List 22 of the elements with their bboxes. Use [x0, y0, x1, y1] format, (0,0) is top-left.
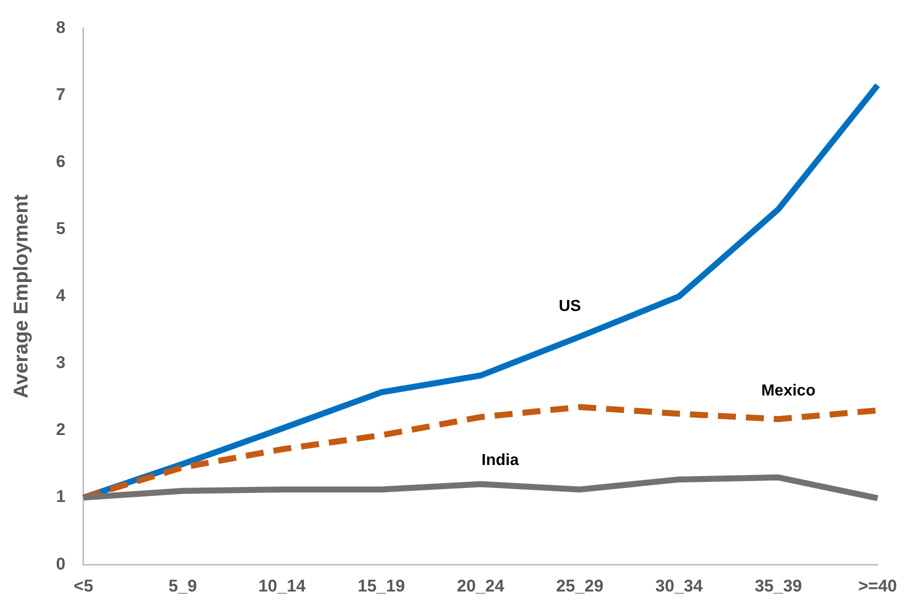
y-tick-label: 5	[56, 219, 66, 238]
x-tick-label: 10_14	[258, 576, 306, 596]
y-tick-label: 3	[56, 353, 66, 372]
y-tick-label: 6	[56, 152, 66, 171]
series-label: US	[558, 298, 582, 316]
y-axis-title: Average Employment	[10, 194, 33, 398]
series-label: India	[482, 452, 519, 470]
x-tick-label: <5	[74, 576, 94, 596]
y-tick-label: 7	[56, 84, 66, 104]
y-tick-label: 2	[56, 420, 66, 440]
y-tick-label: 4	[56, 286, 66, 306]
x-tick-label: 15_19	[358, 576, 405, 596]
x-tick-label: 35_39	[754, 576, 802, 596]
x-tick-label: >=40	[858, 576, 897, 596]
series-label: Mexico	[761, 382, 816, 400]
x-tick-label: 25_29	[556, 576, 604, 596]
x-tick-label: 20_24	[456, 576, 505, 596]
x-tick-label: 5_9	[168, 576, 197, 596]
x-tick-label: 30_34	[655, 576, 704, 596]
y-tick-label: 0	[56, 554, 66, 574]
y-tick-label: 1	[56, 487, 66, 506]
y-tick-label: 8	[56, 18, 66, 37]
